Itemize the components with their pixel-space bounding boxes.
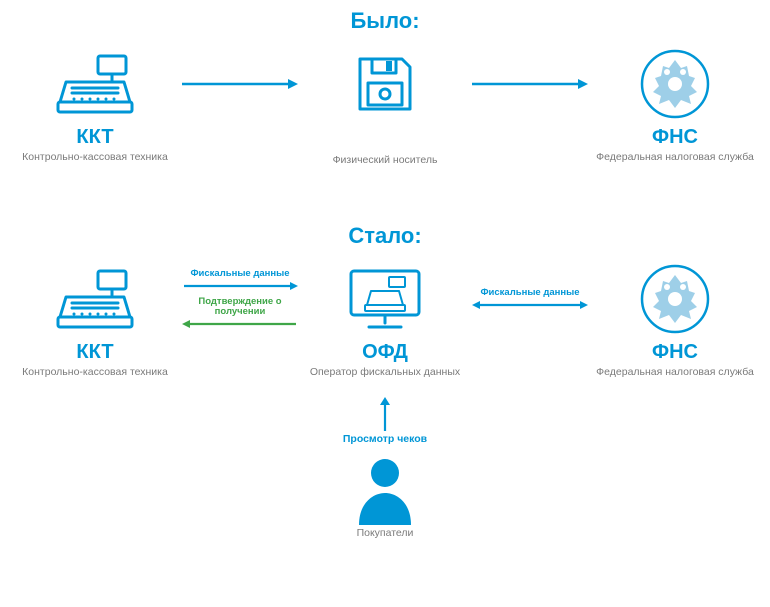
- after-row: ККТ Контрольно-кассовая техника Фискальн…: [0, 263, 770, 379]
- buyer-column: Просмотр чеков Покупатели: [0, 397, 770, 539]
- ofd-sub: Оператор фискальных данных: [310, 366, 460, 379]
- after-title: Стало:: [0, 223, 770, 249]
- fns-sub-2: Федеральная налоговая служба: [596, 366, 754, 379]
- fns-title: ФНС: [652, 126, 698, 149]
- arrow-up-icon: [379, 397, 391, 433]
- floppy-disk-icon: [354, 48, 416, 120]
- node-carrier: Физический носитель: [300, 48, 470, 167]
- arrow-ofd-fns: Фискальные данные: [470, 263, 590, 335]
- arrow-kkt-ofd: Фискальные данные Подтверждение о получе…: [180, 263, 300, 335]
- carrier-sub: Физический носитель: [333, 154, 438, 167]
- fns-emblem-icon: [639, 263, 711, 335]
- buyer-sub: Покупатели: [357, 527, 414, 539]
- kkt-title: ККТ: [76, 126, 113, 149]
- cash-register-icon: [52, 263, 138, 335]
- kkt-sub-2: Контрольно-кассовая техника: [22, 366, 168, 379]
- node-kkt-after: ККТ Контрольно-кассовая техника: [10, 263, 180, 379]
- node-kkt-before: ККТ Контрольно-кассовая техника: [10, 48, 180, 164]
- label-confirm: Подтверждение о получении: [180, 297, 300, 318]
- label-fiscal-data-2: Фискальные данные: [470, 288, 590, 298]
- fns-sub: Федеральная налоговая служба: [596, 151, 754, 164]
- cash-register-icon: [52, 48, 138, 120]
- before-title: Было:: [0, 8, 770, 34]
- before-row: ККТ Контрольно-кассовая техника Физическ…: [0, 48, 770, 167]
- node-ofd: ОФД Оператор фискальных данных: [300, 263, 470, 379]
- label-view-receipts: Просмотр чеков: [343, 433, 427, 445]
- monitor-register-icon: [345, 263, 425, 335]
- fns-title-2: ФНС: [652, 341, 698, 364]
- ofd-title: ОФД: [362, 341, 408, 364]
- kkt-title-2: ККТ: [76, 341, 113, 364]
- kkt-sub: Контрольно-кассовая техника: [22, 151, 168, 164]
- node-fns-after: ФНС Федеральная налоговая служба: [590, 263, 760, 379]
- label-fiscal-data-1: Фискальные данные: [180, 269, 300, 279]
- person-icon: [353, 455, 417, 525]
- arrow-carrier-fns: [470, 48, 590, 120]
- node-fns-before: ФНС Федеральная налоговая служба: [590, 48, 760, 164]
- arrow-kkt-carrier: [180, 48, 300, 120]
- fns-emblem-icon: [639, 48, 711, 120]
